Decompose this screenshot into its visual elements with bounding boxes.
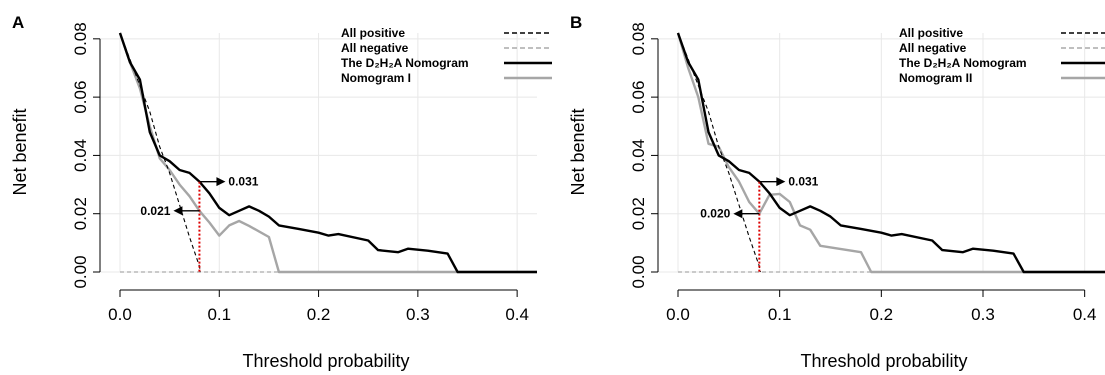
annotation-arrowhead	[216, 177, 226, 187]
y-axis-title: Net benefit	[568, 108, 588, 195]
x-tick-label: 0.0	[108, 305, 132, 324]
series-line-all-positive	[677, 32, 761, 273]
chart-panel-b: 0.00 0.02 0.04 0.06 0.08 0.0 0.1 0.2 0.3 0.4 Thres…	[568, 13, 1105, 371]
series-line-the-d-h-a-nomogram	[676, 32, 1105, 274]
y-tick-label: 0.08	[71, 22, 90, 55]
series-line-the-d-h-a-nomogram	[118, 32, 537, 274]
annotation-arrowhead	[776, 177, 786, 187]
series-line-nomogram-ii	[676, 32, 1105, 274]
annotation-arrowhead	[733, 209, 743, 219]
x-tick-label: 0.0	[666, 305, 690, 324]
y-tick-label: 0.08	[629, 22, 648, 55]
x-tick-label: 0.2	[870, 305, 894, 324]
x-axis-title: Threshold probability	[800, 351, 967, 371]
legend-entry-label: All negative	[899, 41, 967, 55]
y-tick-label: 0.00	[71, 255, 90, 288]
legend-entry-label: The D₂H₂A Nomogram	[341, 56, 469, 70]
x-tick-label: 0.3	[406, 305, 430, 324]
legend-entry-label: The D₂H₂A Nomogram	[899, 56, 1027, 70]
legend-entry-label: All positive	[899, 26, 963, 40]
annotation-label: 0.021	[140, 204, 170, 218]
legend-entry-label: All negative	[341, 41, 409, 55]
x-tick-label: 0.1	[768, 305, 792, 324]
y-tick-label: 0.02	[629, 197, 648, 230]
x-tick-label: 0.3	[971, 305, 995, 324]
x-tick-label: 0.2	[307, 305, 331, 324]
y-tick-label: 0.00	[629, 255, 648, 288]
panel-label: B	[570, 13, 582, 32]
y-axis-title: Net benefit	[10, 108, 30, 195]
y-tick-label: 0.04	[629, 139, 648, 172]
annotation-arrowhead	[173, 206, 183, 216]
panel-label: A	[12, 13, 24, 32]
legend-entry-label: All positive	[341, 26, 405, 40]
legend-entry-label: Nomogram II	[899, 71, 972, 85]
x-tick-label: 0.1	[207, 305, 231, 324]
x-tick-label: 0.4	[1073, 305, 1097, 324]
y-tick-label: 0.06	[71, 81, 90, 114]
x-axis-title: Threshold probability	[242, 351, 409, 371]
x-tick-label: 0.4	[505, 305, 529, 324]
annotation-label: 0.020	[700, 207, 730, 221]
legend-entry-label: Nomogram I	[341, 71, 411, 85]
chart-panel-a: 0.00 0.02 0.04 0.06 0.08 0.0 0.1 0.2 0.3 0.4 Thres…	[10, 13, 552, 371]
annotation-label: 0.031	[788, 175, 818, 189]
y-tick-label: 0.06	[629, 81, 648, 114]
y-tick-label: 0.02	[71, 197, 90, 230]
annotation-label: 0.031	[228, 175, 258, 189]
y-tick-label: 0.04	[71, 139, 90, 172]
